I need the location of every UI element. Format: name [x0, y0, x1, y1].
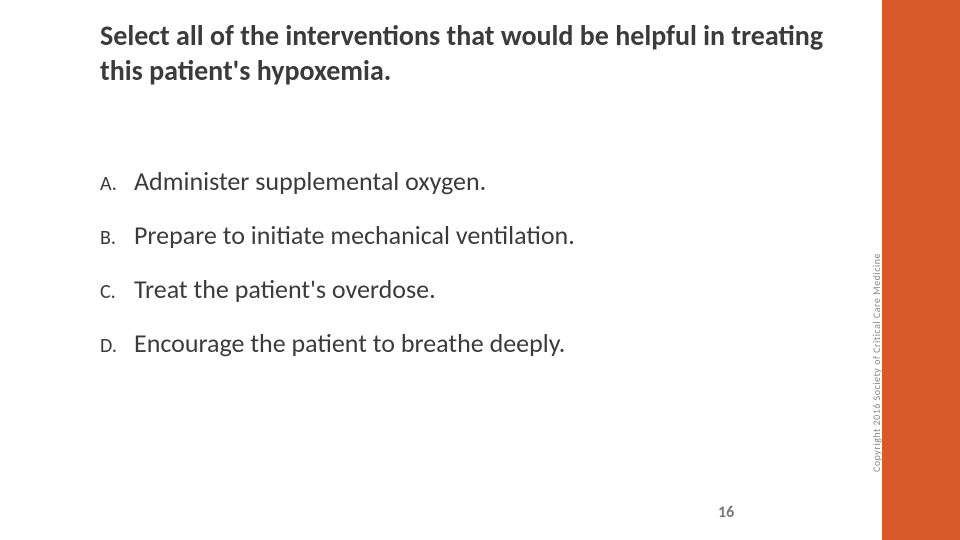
- option-letter: B.: [100, 226, 134, 250]
- option-letter: A.: [100, 172, 134, 196]
- option-b: B. Prepare to initiate mechanical ventil…: [100, 219, 840, 251]
- option-text: Encourage the patient to breathe deeply.: [134, 327, 840, 359]
- slide-title: Select all of the interventions that wou…: [100, 18, 840, 88]
- right-accent-bar: [882, 0, 960, 540]
- option-letter: C.: [100, 280, 134, 304]
- option-text: Treat the patient's overdose.: [134, 273, 840, 305]
- copyright-text: Copyright 2016 Society of Critical Care …: [870, 253, 883, 472]
- option-text: Administer supplemental oxygen.: [134, 165, 840, 197]
- options-list: A. Administer supplemental oxygen. B. Pr…: [100, 165, 840, 381]
- option-d: D. Encourage the patient to breathe deep…: [100, 327, 840, 359]
- slide: Select all of the interventions that wou…: [0, 0, 960, 540]
- page-number-big: 16: [907, 484, 952, 538]
- option-c: C. Treat the patient's overdose.: [100, 273, 840, 305]
- title-block: Select all of the interventions that wou…: [100, 18, 840, 88]
- option-letter: D.: [100, 334, 134, 358]
- option-a: A. Administer supplemental oxygen.: [100, 165, 840, 197]
- page-number-small: 16: [718, 503, 734, 522]
- option-text: Prepare to initiate mechanical ventilati…: [134, 219, 840, 251]
